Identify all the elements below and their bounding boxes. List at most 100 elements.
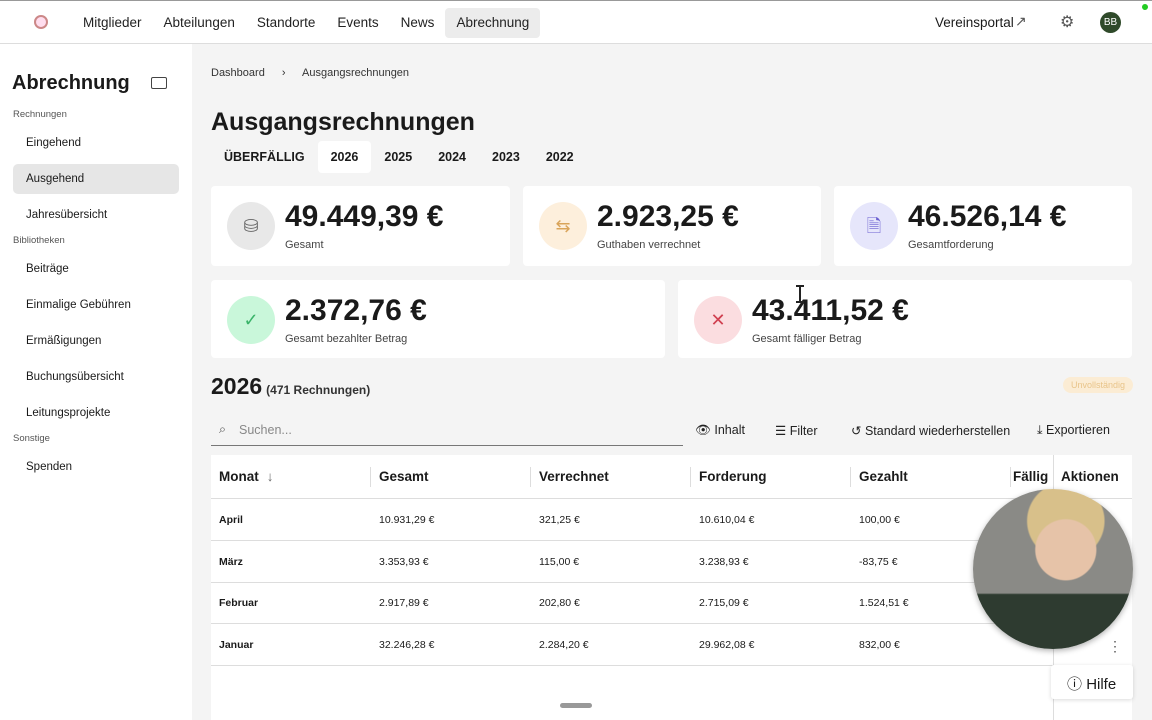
sidebar-item[interactable]: Ausgehend: [13, 164, 179, 194]
column-header-forderung[interactable]: Forderung: [691, 455, 851, 499]
sort-arrow-down-icon[interactable]: ↓: [266, 469, 274, 484]
table-cell: 115,00 €: [539, 555, 580, 568]
stat-value: 2.372,76 €: [285, 294, 427, 327]
stat-value: 49.449,39 €: [285, 200, 444, 233]
invoice-count: (471 Rechnungen): [266, 383, 371, 397]
sidebar-toggle-icon[interactable]: [151, 77, 167, 89]
column-header-monat[interactable]: Monat ↓: [211, 455, 371, 499]
column-header-verrechnet[interactable]: Verrechnet: [531, 455, 691, 499]
page-title: Ausgangsrechnungen: [211, 108, 475, 136]
history-icon: ↺: [851, 424, 862, 438]
table-row[interactable]: März 3.353,93 € 115,00 € 3.238,93 € -83,75 €: [211, 541, 1053, 583]
table-cell: 2.284,20 €: [539, 638, 589, 651]
column-label: Gesamt: [379, 469, 429, 484]
status-dot: [1142, 4, 1148, 10]
nav-item-abteilungen[interactable]: Abteilungen: [163, 15, 235, 30]
tab-2025[interactable]: 2025: [384, 150, 413, 164]
table-cell: 2.917,89 €: [379, 597, 429, 609]
external-link-icon[interactable]: ↗: [1015, 13, 1027, 29]
sidebar-item[interactable]: Spenden: [26, 461, 73, 473]
sidebar-section-label: Sonstige: [13, 433, 50, 444]
nav-item-standorte[interactable]: Standorte: [256, 15, 316, 30]
help-icon: ⓘ: [1067, 676, 1083, 693]
avatar[interactable]: BB: [1100, 12, 1121, 33]
sidebar: Abrechnung Rechnungen Eingehend Ausgehend J…: [0, 44, 192, 720]
column-label: Monat: [219, 469, 259, 484]
nav-item-abrechnung[interactable]: Abrechnung: [445, 8, 541, 38]
column-label: Gezahlt: [859, 469, 908, 484]
inhalt-label: Inhalt: [714, 423, 745, 437]
sidebar-item[interactable]: Jahresübersicht: [26, 209, 108, 221]
table-cell: 2.715,09 €: [699, 597, 749, 609]
sidebar-item[interactable]: Eingehend: [26, 137, 81, 149]
more-vertical-icon[interactable]: ⋮: [1108, 638, 1122, 654]
file-check-icon: ✓: [227, 296, 275, 344]
sidebar-item[interactable]: Einmalige Gebühren: [26, 299, 131, 311]
nav-item-mitglieder[interactable]: Mitglieder: [83, 15, 142, 30]
tab-2022[interactable]: 2022: [545, 150, 574, 164]
sidebar-item[interactable]: Beiträge: [26, 263, 69, 275]
tab-2024[interactable]: 2024: [438, 150, 466, 164]
table-cell: 29.962,08 €: [699, 638, 755, 651]
table-cell: 3.353,93 €: [379, 555, 429, 568]
table-row[interactable]: Januar 32.246,28 € 2.284,20 € 29.962,08 € 83…: [211, 624, 1053, 666]
inhalt-button[interactable]: 👁 Inhalt: [695, 423, 745, 438]
stat-label: Gesamt fälliger Betrag: [752, 333, 862, 345]
stat-card: ⛁ 49.449,39 € Gesamt: [211, 186, 510, 266]
file-clock-icon: 🗎: [850, 202, 898, 250]
search-placeholder: Suchen...: [239, 423, 292, 437]
table-cell: Januar: [219, 638, 254, 651]
nav-item-events[interactable]: Events: [337, 15, 379, 30]
table-cell: 32.246,28 €: [379, 638, 435, 651]
table-cell: 10.610,04 €: [699, 514, 755, 526]
text-cursor-icon: [796, 285, 804, 303]
gear-icon[interactable]: ⚙: [1060, 14, 1075, 31]
column-label: Forderung: [699, 469, 767, 484]
table-cell: 10.931,29 €: [379, 514, 435, 526]
top-nav: Mitglieder Abteilungen Standorte Events News…: [0, 0, 1152, 44]
tab-2023[interactable]: 2023: [492, 150, 520, 164]
table-cell: Februar: [219, 597, 259, 609]
export-button[interactable]: ⤓ Exportieren: [1037, 423, 1110, 438]
coins-icon: ⛁: [227, 202, 275, 250]
sidebar-item[interactable]: Leitungsprojekte: [26, 407, 111, 419]
sidebar-section-label: Bibliotheken: [13, 235, 65, 246]
club-logo[interactable]: [34, 15, 48, 29]
stat-value: 46.526,14 €: [908, 200, 1067, 233]
stat-label: Guthaben verrechnet: [597, 239, 701, 251]
table-cell: April: [219, 514, 243, 526]
download-icon: ⤓: [1037, 423, 1043, 437]
sidebar-item[interactable]: Buchungsübersicht: [26, 371, 124, 383]
search-input[interactable]: ⌕ Suchen...: [211, 418, 683, 446]
chevron-right-icon: ›: [281, 67, 286, 79]
column-header-gesamt[interactable]: Gesamt: [371, 455, 531, 499]
help-label: Hilfe: [1086, 676, 1117, 693]
table-row[interactable]: April 10.931,29 € 321,25 € 10.610,04 € 100,0…: [211, 499, 1053, 541]
sidebar-section-label: Rechnungen: [13, 109, 67, 120]
stat-value: 2.923,25 €: [597, 200, 739, 233]
section-heading: 2026 (471 Rechnungen): [211, 373, 370, 400]
tab-überfällig[interactable]: ÜBERFÄLLIG: [224, 150, 305, 164]
reset-button[interactable]: ↺ Standard wiederherstellen: [851, 423, 1010, 438]
reset-label: Standard wiederherstellen: [864, 424, 1011, 438]
breadcrumb: Dashboard › Ausgangsrechnungen: [211, 67, 423, 79]
vereinsportal-link[interactable]: Vereinsportal: [935, 15, 1014, 30]
stat-card: ⇆ 2.923,25 € Guthaben verrechnet: [523, 186, 821, 266]
breadcrumb-dashboard[interactable]: Dashboard: [211, 67, 265, 79]
stat-label: Gesamt bezahlter Betrag: [285, 333, 408, 345]
sidebar-item[interactable]: Ermäßigungen: [26, 335, 102, 347]
breadcrumb-current: Ausgangsrechnungen: [302, 67, 410, 79]
webcam-overlay: [973, 489, 1133, 649]
column-header-gezahlt[interactable]: Gezahlt: [851, 455, 1011, 499]
table-cell: 100,00 €: [859, 514, 900, 526]
help-button[interactable]: ⓘ Hilfe: [1051, 665, 1133, 699]
filter-button[interactable]: ☰ Filter: [775, 423, 817, 438]
stat-card: 🗎 46.526,14 € Gesamtforderung: [834, 186, 1132, 266]
status-badge: Unvollständig: [1063, 377, 1134, 393]
table-row[interactable]: Februar 2.917,89 € 202,80 € 2.715,09 € 1.524…: [211, 582, 1053, 624]
scrollbar-handle[interactable]: [560, 703, 592, 708]
stat-card: ✕ 43.411,52 € Gesamt fälliger Betrag: [678, 280, 1132, 358]
tab-2026[interactable]: 2026: [317, 141, 372, 173]
search-icon: ⌕: [219, 422, 227, 436]
nav-item-news[interactable]: News: [400, 15, 435, 30]
